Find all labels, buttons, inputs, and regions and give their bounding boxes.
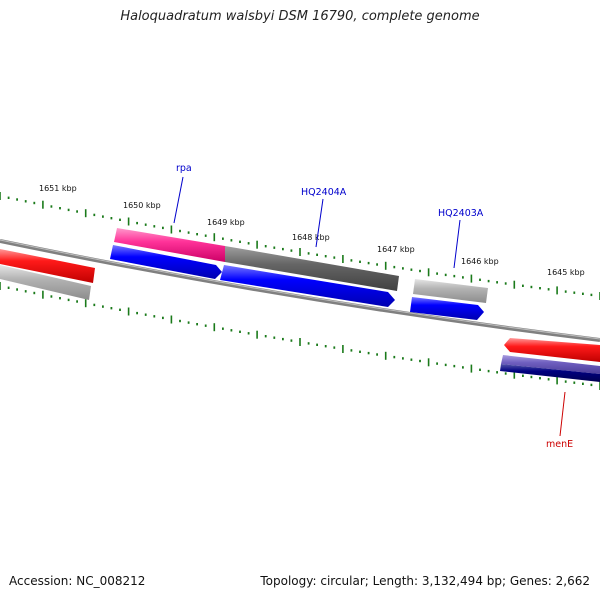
gene-rpa[interactable] (114, 228, 225, 262)
gene-navy[interactable] (500, 364, 600, 382)
scale-ticks-lower (0, 282, 600, 390)
scale-label-1649: 1649 kbp (207, 218, 245, 227)
scale-ticks-upper (0, 192, 600, 300)
accession-text: Accession: NC_008212 (9, 574, 146, 588)
leader-menE (559, 391, 566, 437)
genome-backbone-highlight (0, 239, 600, 340)
gene-HQ2404A[interactable] (220, 265, 395, 307)
genome-summary-text: Topology: circular; Length: 3,132,494 bp… (260, 574, 590, 588)
gene-forward-dark-gray[interactable] (225, 246, 399, 291)
gene-HQ2403A[interactable] (410, 297, 484, 320)
scale-label-1651: 1651 kbp (39, 184, 77, 193)
leader-HQ2404A (315, 198, 324, 248)
scale-label-1645: 1645 kbp (547, 268, 585, 277)
scale-label-1648: 1648 kbp (292, 233, 330, 242)
gene-label-HQ2404A[interactable]: HQ2404A (301, 187, 347, 198)
gene-label-menE[interactable]: menE (546, 439, 573, 450)
gene-reverse-blue-1[interactable] (110, 245, 222, 279)
scale-label-1647: 1647 kbp (377, 245, 415, 254)
genome-backbone (0, 239, 600, 342)
gene-menE-red[interactable] (504, 338, 600, 362)
gene-label-HQ2403A[interactable]: HQ2403A (438, 208, 484, 219)
leader-HQ2403A (453, 219, 461, 269)
map-title: Haloquadratum walsbyi DSM 16790, complet… (120, 9, 480, 24)
gene-label-rpa[interactable]: rpa (176, 163, 192, 174)
gene-forward-gray-left[interactable] (0, 265, 91, 300)
gene-HQ2403A-gray[interactable] (413, 279, 488, 303)
scale-label-1646: 1646 kbp (461, 257, 499, 266)
gene-purple[interactable] (501, 355, 600, 374)
scale-label-1650: 1650 kbp (123, 201, 161, 210)
gene-forward-red-left[interactable] (0, 249, 95, 283)
leader-rpa (173, 176, 184, 224)
